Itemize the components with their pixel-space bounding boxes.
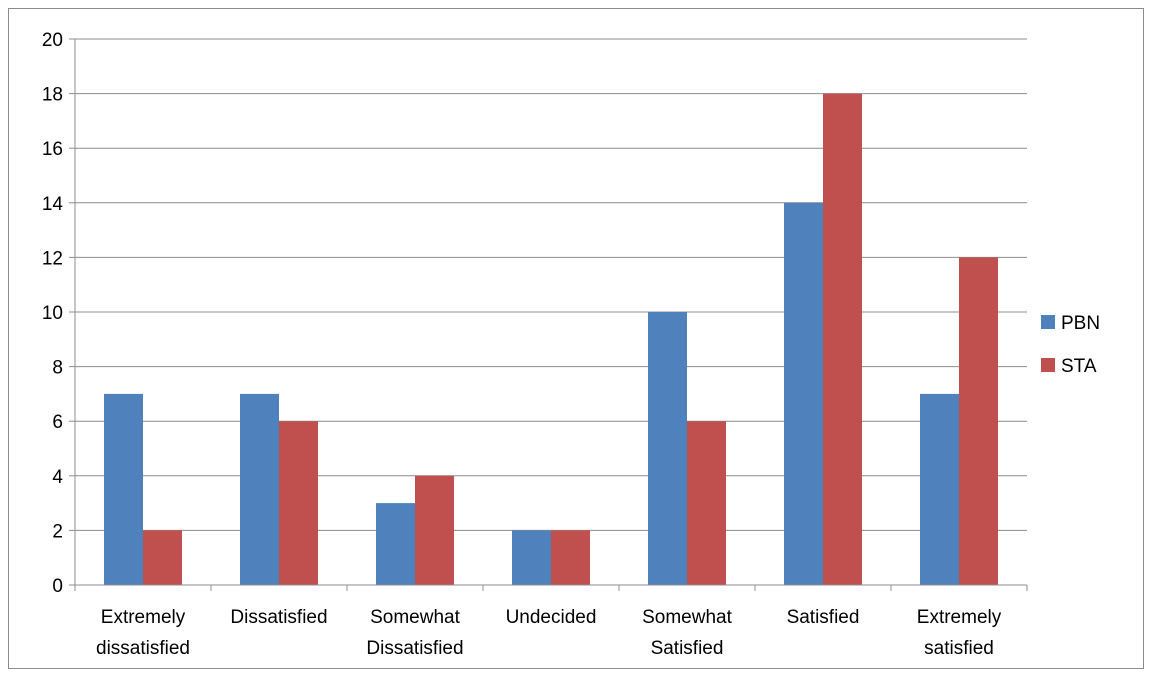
y-tick-label: 8	[52, 358, 63, 379]
legend: PBN STA	[1041, 313, 1100, 377]
x-axis-tick-labels: Extremely dissatisfied Dissatisfied Somewha…	[96, 607, 1002, 659]
legend-swatch-pbn	[1041, 315, 1055, 329]
bar-pbn	[648, 312, 687, 585]
y-tick-label: 14	[42, 194, 64, 215]
bar-pbn	[240, 393, 279, 585]
bar-sta	[551, 530, 590, 585]
y-tick-label: 10	[42, 303, 63, 324]
x-tick-label: satisfied	[924, 638, 994, 659]
bar-sta	[687, 421, 726, 585]
y-axis-tick-labels: 0 2 4 6 8 10 12 14 16 18 20	[42, 30, 64, 597]
y-tick-label: 16	[42, 139, 63, 160]
y-tick-label: 20	[42, 30, 63, 51]
x-tick-label: Dissatisfied	[366, 638, 463, 659]
x-tick-label: Dissatisfied	[230, 607, 327, 628]
bar-sta	[279, 421, 318, 585]
bar-pbn	[512, 530, 551, 585]
y-tick-label: 12	[42, 248, 63, 269]
x-tick-label: Extremely	[917, 607, 1002, 628]
legend-label-pbn: PBN	[1061, 313, 1100, 334]
y-tick-label: 4	[52, 467, 63, 488]
x-tick-label: Somewhat	[370, 607, 460, 628]
x-tick-label: Satisfied	[651, 638, 724, 659]
x-tick-label: Somewhat	[642, 607, 732, 628]
bar-sta	[959, 257, 998, 585]
legend-swatch-sta	[1041, 358, 1055, 372]
legend-label-sta: STA	[1061, 356, 1097, 377]
y-tick-label: 6	[52, 412, 63, 433]
x-tick-label: Extremely	[101, 607, 186, 628]
bar-pbn	[920, 393, 959, 585]
bar-sta	[415, 475, 454, 585]
bar-pbn	[104, 393, 143, 585]
bar-sta	[823, 93, 862, 585]
y-tick-label: 0	[52, 576, 63, 597]
gridlines	[75, 38, 1027, 531]
y-tick-label: 2	[52, 521, 63, 542]
bar-pbn	[376, 503, 415, 585]
bars	[104, 93, 998, 586]
axes	[69, 38, 1028, 591]
y-tick-label: 18	[42, 85, 63, 106]
x-tick-label: Satisfied	[787, 607, 860, 628]
x-tick-label: Undecided	[506, 607, 597, 628]
bar-pbn	[784, 202, 823, 586]
bar-sta	[143, 530, 182, 585]
x-tick-label: dissatisfied	[96, 638, 190, 659]
